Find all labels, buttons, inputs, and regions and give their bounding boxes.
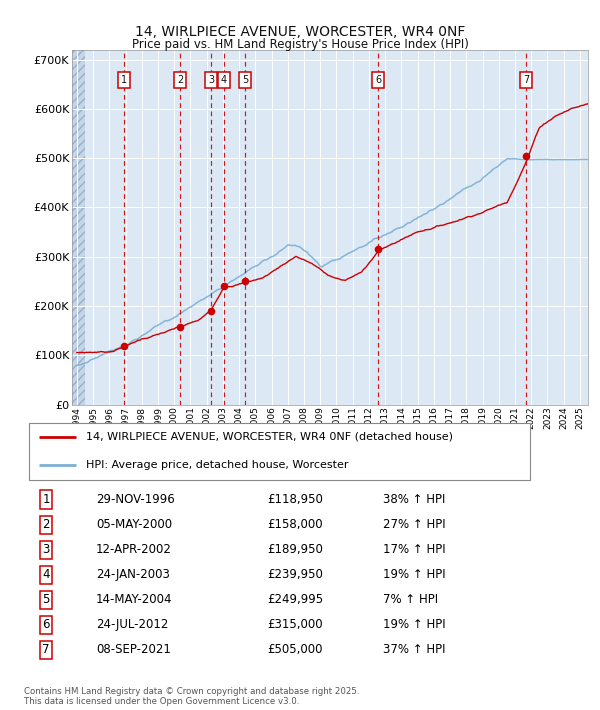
Text: £158,000: £158,000 <box>267 518 323 531</box>
Text: 12-APR-2002: 12-APR-2002 <box>96 543 172 556</box>
Text: 2: 2 <box>43 518 50 531</box>
Text: 7% ↑ HPI: 7% ↑ HPI <box>383 594 438 606</box>
Text: 19% ↑ HPI: 19% ↑ HPI <box>383 568 445 581</box>
Text: 24-JUL-2012: 24-JUL-2012 <box>96 618 168 631</box>
Text: 6: 6 <box>375 75 381 85</box>
Text: 19% ↑ HPI: 19% ↑ HPI <box>383 618 445 631</box>
FancyBboxPatch shape <box>29 423 530 480</box>
Text: HPI: Average price, detached house, Worcester: HPI: Average price, detached house, Worc… <box>86 460 349 470</box>
Text: 5: 5 <box>242 75 248 85</box>
Text: Price paid vs. HM Land Registry's House Price Index (HPI): Price paid vs. HM Land Registry's House … <box>131 38 469 50</box>
Text: £505,000: £505,000 <box>267 643 322 657</box>
Text: £189,950: £189,950 <box>267 543 323 556</box>
Text: Contains HM Land Registry data © Crown copyright and database right 2025.
This d: Contains HM Land Registry data © Crown c… <box>24 687 359 706</box>
Text: £315,000: £315,000 <box>267 618 323 631</box>
Text: 38% ↑ HPI: 38% ↑ HPI <box>383 493 445 506</box>
Text: £118,950: £118,950 <box>267 493 323 506</box>
Text: 7: 7 <box>523 75 529 85</box>
Text: 4: 4 <box>43 568 50 581</box>
Text: 1: 1 <box>121 75 127 85</box>
Text: £239,950: £239,950 <box>267 568 323 581</box>
Text: 17% ↑ HPI: 17% ↑ HPI <box>383 543 445 556</box>
Text: 24-JAN-2003: 24-JAN-2003 <box>96 568 170 581</box>
Text: 14-MAY-2004: 14-MAY-2004 <box>96 594 172 606</box>
Text: 37% ↑ HPI: 37% ↑ HPI <box>383 643 445 657</box>
Text: 29-NOV-1996: 29-NOV-1996 <box>96 493 175 506</box>
Text: £249,995: £249,995 <box>267 594 323 606</box>
Text: 05-MAY-2000: 05-MAY-2000 <box>96 518 172 531</box>
Text: 14, WIRLPIECE AVENUE, WORCESTER, WR4 0NF (detached house): 14, WIRLPIECE AVENUE, WORCESTER, WR4 0NF… <box>86 432 453 442</box>
Text: 7: 7 <box>43 643 50 657</box>
Text: 3: 3 <box>208 75 214 85</box>
Text: 1: 1 <box>43 493 50 506</box>
Text: 5: 5 <box>43 594 50 606</box>
Text: 4: 4 <box>221 75 227 85</box>
Text: 2: 2 <box>177 75 184 85</box>
Text: 08-SEP-2021: 08-SEP-2021 <box>96 643 170 657</box>
Text: 6: 6 <box>43 618 50 631</box>
Text: 14, WIRLPIECE AVENUE, WORCESTER, WR4 0NF: 14, WIRLPIECE AVENUE, WORCESTER, WR4 0NF <box>135 25 465 39</box>
Text: 3: 3 <box>43 543 50 556</box>
Text: 27% ↑ HPI: 27% ↑ HPI <box>383 518 445 531</box>
